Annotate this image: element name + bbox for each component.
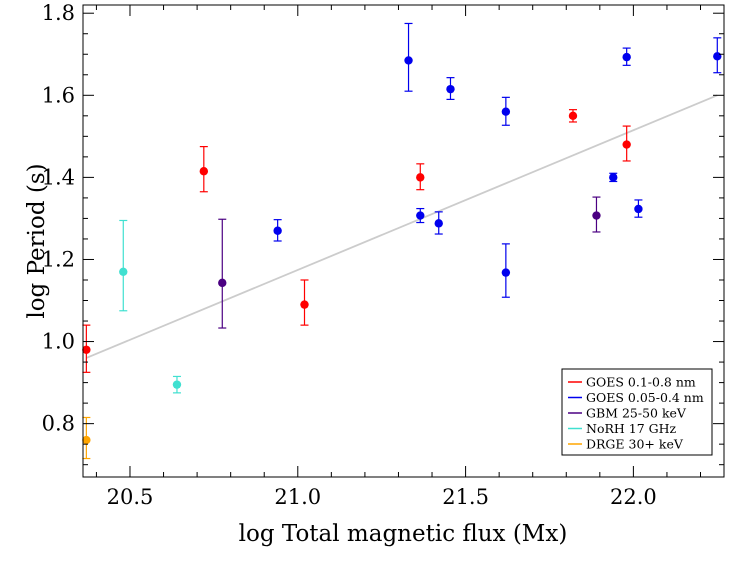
data-point: [416, 173, 425, 182]
series-goes-0-1-0-8-nm: [82, 109, 631, 373]
fit-line: [86, 94, 718, 359]
legend-label: GOES 0.05-0.4 nm: [586, 390, 704, 405]
data-point: [82, 345, 91, 354]
plot-frame: [82, 4, 725, 478]
x-tick-label: 20.5: [107, 485, 154, 509]
data-point: [609, 173, 618, 182]
x-tick-label: 22.0: [610, 485, 657, 509]
fit-line-layer: [86, 94, 718, 359]
data-point: [622, 140, 631, 149]
series-gbm-25-50-kev: [218, 196, 601, 329]
legend-label: DRGE 30+ keV: [586, 437, 684, 452]
y-tick-label: 1.6: [42, 83, 75, 107]
legend-label: GOES 0.1-0.8 nm: [586, 375, 696, 390]
data-point: [404, 56, 413, 65]
x-tick-label: 21.0: [274, 485, 321, 509]
legend-label: GBM 25-50 keV: [586, 406, 687, 421]
data-point: [199, 167, 209, 176]
y-tick-label: 1.4: [42, 165, 75, 189]
data-point: [218, 278, 227, 288]
data-point: [416, 211, 425, 220]
series-goes-0-05-0-4-nm: [273, 22, 722, 298]
legend-label: NoRH 17 GHz: [586, 421, 677, 436]
data-point: [119, 267, 128, 276]
series-layer: [82, 22, 722, 460]
ticks-layer: 20.5 21.0 21.5 22.0 0.8 1.0 1.2 1.4 1.6 1.8: [42, 1, 724, 509]
x-axis-title: log Total magnetic flux (Mx): [239, 521, 568, 547]
y-tick-label: 1.2: [42, 247, 75, 271]
data-point: [446, 84, 455, 94]
data-point: [622, 52, 631, 62]
y-tick-label: 1.0: [42, 330, 75, 354]
data-point: [273, 226, 282, 235]
series-norh-17-ghz: [119, 219, 182, 394]
y-axis-title: log Period (s): [24, 163, 50, 318]
legend-box: [561, 368, 713, 456]
y-tick-label: 0.8: [42, 412, 75, 436]
data-point: [634, 204, 643, 214]
x-tick-label: 21.5: [442, 485, 489, 509]
data-point: [501, 268, 511, 277]
data-point: [713, 52, 722, 61]
y-tick-label: 1.8: [42, 1, 75, 25]
data-point: [592, 211, 601, 220]
data-point: [501, 107, 511, 116]
data-point: [568, 111, 578, 121]
series-drge-30-kev: [82, 416, 91, 460]
data-point: [172, 380, 182, 389]
data-point: [82, 435, 91, 445]
data-point: [434, 219, 443, 228]
data-point: [300, 300, 309, 309]
